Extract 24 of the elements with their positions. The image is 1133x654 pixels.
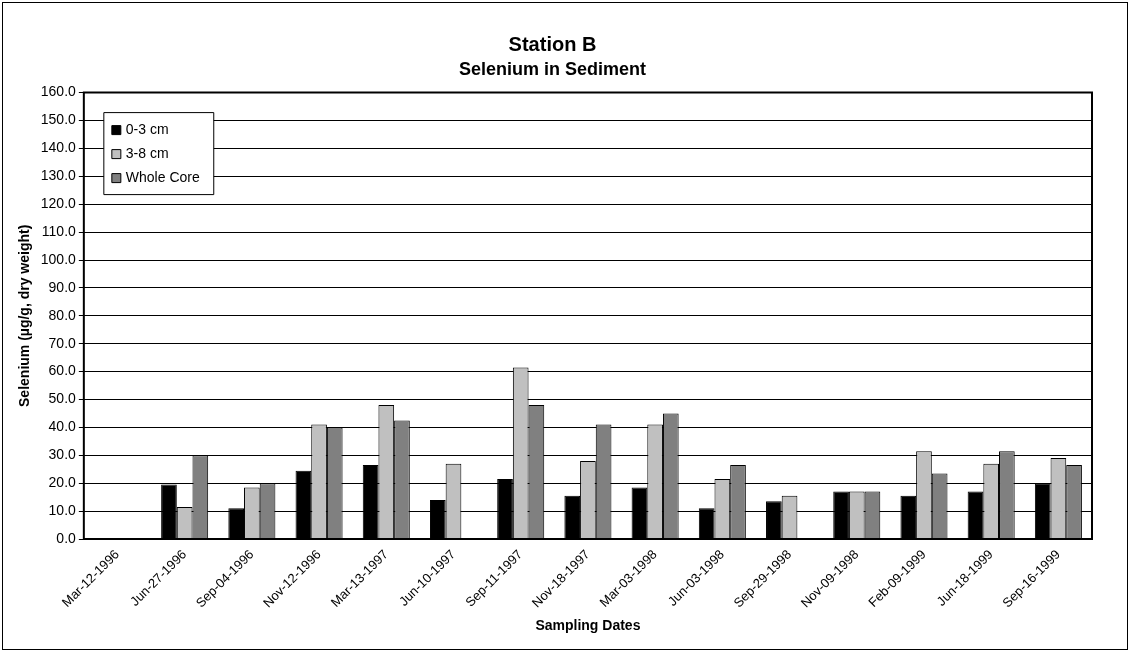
chart-subtitle: Selenium in Sediment xyxy=(458,58,647,79)
y-tick-label: 160.0 xyxy=(40,83,77,100)
y-tick-label: 10.0 xyxy=(48,501,77,518)
legend-label: 3-8 cm xyxy=(125,145,169,162)
y-tick-label: 60.0 xyxy=(48,362,77,379)
y-tick-label: 50.0 xyxy=(48,390,77,407)
y-tick-label: 130.0 xyxy=(40,167,77,184)
chart-title: Station B xyxy=(508,32,597,55)
legend-label: Whole Core xyxy=(125,169,200,186)
y-tick-label: 120.0 xyxy=(40,195,77,212)
y-tick-label: 40.0 xyxy=(48,418,77,435)
legend-label: 0-3 cm xyxy=(125,121,169,138)
y-tick-label: 110.0 xyxy=(41,222,77,239)
y-tick-label: 90.0 xyxy=(48,278,77,295)
y-tick-label: 70.0 xyxy=(48,334,77,351)
y-axis-title: Selenium (µg/g, dry weight) xyxy=(16,224,33,407)
y-tick-label: 20.0 xyxy=(48,474,77,491)
y-tick-label: 30.0 xyxy=(48,446,77,463)
y-tick-label: 140.0 xyxy=(40,139,77,156)
y-tick-label: 100.0 xyxy=(40,250,77,267)
y-tick-label: 80.0 xyxy=(48,306,77,323)
y-tick-label: 0.0 xyxy=(56,529,77,546)
x-axis-title: Sampling Dates xyxy=(535,617,641,634)
y-tick-label: 150.0 xyxy=(40,111,77,128)
